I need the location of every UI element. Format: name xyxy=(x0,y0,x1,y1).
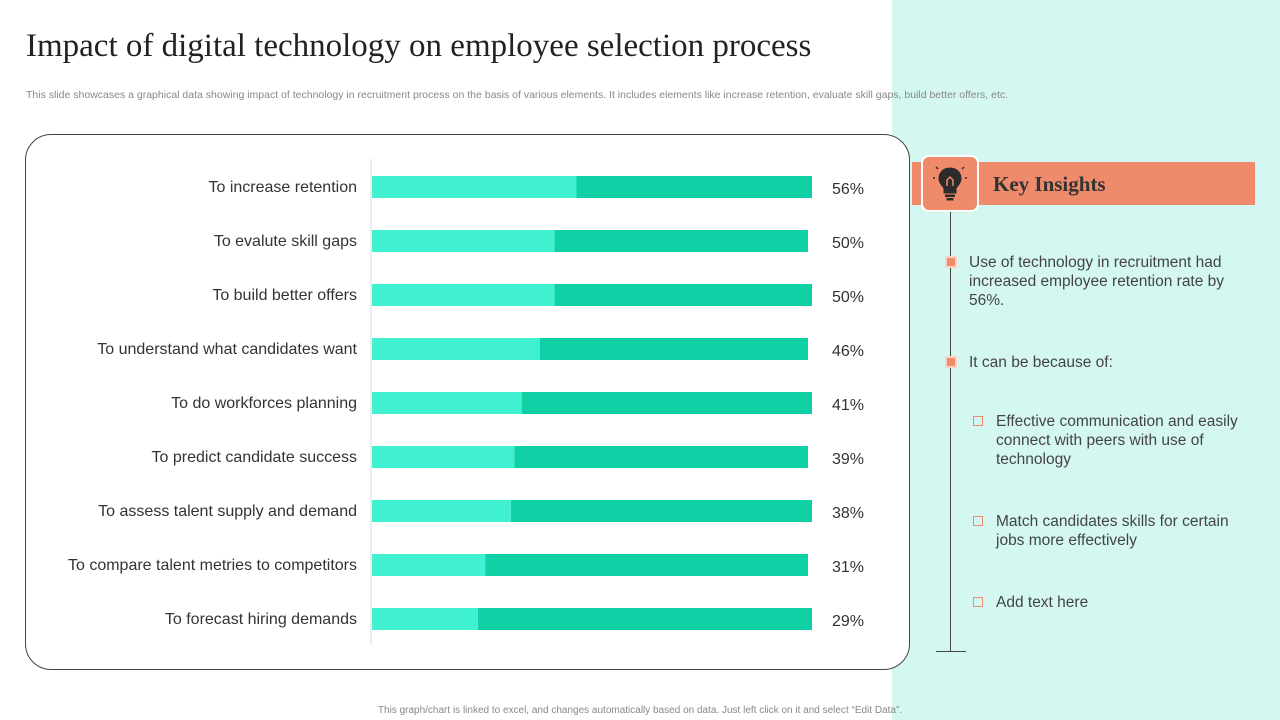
page-title: Impact of digital technology on employee… xyxy=(26,28,812,64)
insights-title: Key Insights xyxy=(993,172,1106,196)
sub-bullet-marker xyxy=(973,516,983,526)
sub-bullet-marker xyxy=(973,416,983,426)
bar-segment-dark[interactable] xyxy=(477,608,812,630)
category-label: To assess talent supply and demand xyxy=(98,503,357,520)
bar-segment-dark[interactable] xyxy=(485,554,808,576)
value-label: 56% xyxy=(832,181,864,198)
value-label: 46% xyxy=(832,343,864,360)
bar-segment-dark[interactable] xyxy=(521,392,812,414)
bullet-marker xyxy=(945,256,957,268)
footer-note: This graph/chart is linked to excel, and… xyxy=(377,705,903,716)
bar-segment-light[interactable] xyxy=(372,608,478,630)
chart-card: To increase retention 56% To evalute skill… xyxy=(25,134,910,670)
insight-sub-2: Match candidates skills for certain jobs… xyxy=(996,513,1229,549)
bar-segment-light[interactable] xyxy=(372,446,515,468)
category-label: To do workforces planning xyxy=(171,395,357,412)
bar-segment-dark[interactable] xyxy=(576,176,812,198)
bar-segment-dark[interactable] xyxy=(514,446,808,468)
bar-chart[interactable]: To increase retention 56% To evalute skill… xyxy=(26,135,909,669)
bar-segment-light[interactable] xyxy=(372,230,555,252)
value-label: 29% xyxy=(832,613,864,630)
insight-sub-3: Add text here xyxy=(996,594,1089,611)
bullet-marker xyxy=(945,356,957,368)
bar-segment-light[interactable] xyxy=(372,176,577,198)
value-label: 39% xyxy=(832,451,864,468)
value-label: 38% xyxy=(832,505,864,522)
bar-segment-dark[interactable] xyxy=(510,500,812,522)
insight-sub-1: Effective communication and easily conne… xyxy=(996,413,1238,468)
value-label: 50% xyxy=(832,235,864,252)
bar-segment-light[interactable] xyxy=(372,392,522,414)
category-label: To predict candidate success xyxy=(152,449,357,466)
insights-icon-box xyxy=(921,155,979,212)
bar-segment-dark[interactable] xyxy=(554,230,808,252)
bar-segment-dark[interactable] xyxy=(554,284,812,306)
value-label: 41% xyxy=(832,397,864,414)
bar-segment-dark[interactable] xyxy=(539,338,808,360)
lightbulb-icon xyxy=(933,165,967,200)
category-label: To increase retention xyxy=(208,179,357,196)
insight-point-2: It can be because of: xyxy=(969,354,1113,371)
value-label: 50% xyxy=(832,289,864,306)
category-label: To evalute skill gaps xyxy=(214,233,357,250)
bar-segment-light[interactable] xyxy=(372,500,511,522)
bar-segment-light[interactable] xyxy=(372,554,486,576)
sub-bullet-marker xyxy=(973,597,983,607)
category-label: To build better offers xyxy=(212,287,357,304)
timeline-line xyxy=(950,212,951,652)
timeline-base xyxy=(936,651,966,652)
category-label: To forecast hiring demands xyxy=(165,611,357,628)
insight-point-1: Use of technology in recruitment had inc… xyxy=(969,254,1225,309)
bar-segment-light[interactable] xyxy=(372,284,555,306)
bar-segment-light[interactable] xyxy=(372,338,540,360)
category-label: To understand what candidates want xyxy=(97,341,357,358)
value-label: 31% xyxy=(832,559,864,576)
category-label: To compare talent metries to competitors xyxy=(68,557,357,574)
page-subtitle: This slide showcases a graphical data sh… xyxy=(26,89,1009,101)
